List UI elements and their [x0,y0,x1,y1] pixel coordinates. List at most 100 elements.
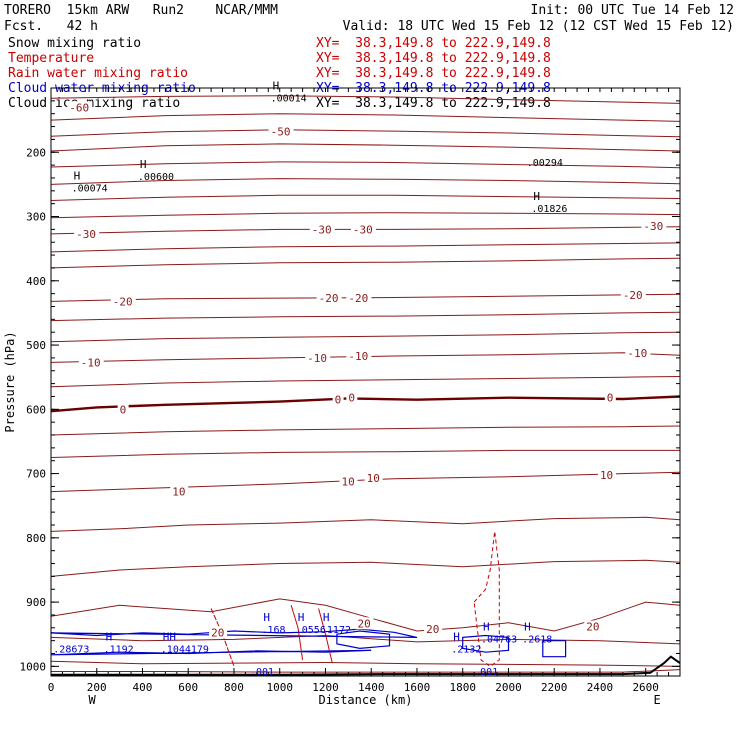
east-label: E [654,693,661,707]
isotherm-label: -10 [81,356,101,369]
isotherm-T-42 [50,178,681,185]
max-marker: H [483,621,490,634]
max-marker: H [453,630,460,643]
isotherm-T-54 [50,129,681,138]
x-tick-label: 1400 [358,681,385,694]
y-tick-label: 800 [26,532,46,545]
x-tick-label: 2600 [632,681,659,694]
isotherm-label-bg [110,295,136,308]
valid-time: Valid: 18 UTC Wed 15 Feb 12 (12 CST Wed … [342,19,734,34]
x-tick-label: 1600 [404,681,431,694]
x-tick-label: 1800 [449,681,476,694]
x-tick-label: 400 [133,681,153,694]
isotherm-label-bg [309,223,335,236]
isotherm-label-bg [346,391,358,404]
isotherm-label: -10 [348,350,368,363]
isotherm-T24 [50,634,681,645]
max-value-label: .28673 [53,644,89,655]
max-value-label: .01826 [531,204,567,215]
isotherm-label-bg [170,485,189,498]
max-value-label: .2618 [522,635,552,646]
cloud-water-contour [542,640,567,658]
isotherm-label-bg [355,617,374,630]
isotherm-label: -30 [312,223,332,236]
max-value-label: .2132 [451,644,481,655]
isotherm-label-bg [620,288,646,301]
legend-temp-name: Temperature [8,51,95,66]
max-value-label: .001 [250,667,274,678]
x-tick-label: 600 [178,681,198,694]
y-tick-label: 600 [26,403,46,416]
isotherm-label-bg [346,292,372,305]
y-tick-label: 300 [26,211,46,224]
isotherm-T-50 [50,143,681,152]
model-title: TORERO 15km ARW Run2 NCAR/MMM [4,3,278,18]
isotherm-label: 10 [600,469,613,482]
isotherm-label: 0 [348,392,355,405]
isotherm-T0 [50,395,681,413]
isotherm-label-bg [346,349,372,362]
isotherm-label: -20 [319,292,339,305]
cloud-water-contour [462,634,510,653]
isotherm-label: -30 [353,223,373,236]
isotherm-T6 [50,449,680,458]
max-value-label: .00600 [138,172,174,183]
max-marker: H [74,170,81,183]
init-time: Init: 00 UTC Tue 14 Feb 12 [530,3,735,18]
legend-cloudice-name: Cloud ice mixing ratio [8,96,181,111]
isotherm-T-58 [50,113,681,122]
legend-temp-xy: XY= 38.3,149.8 to 222.9,149.8 [316,51,551,66]
max-value-label: .1172 [321,625,351,636]
y-tick-label: 200 [26,146,46,159]
isotherm-T-16 [50,311,681,322]
x-tick-label: 1200 [312,681,339,694]
isotherm-label-bg [339,475,358,488]
isotherm-label: 0 [120,403,127,416]
legend-snow-name: Snow mixing ratio [8,36,142,51]
isotherm-T10 [50,471,681,493]
isotherm-label: 10 [172,486,185,499]
isotherm-label-bg [625,346,651,359]
isotherm-label-bg [305,351,331,364]
isotherm-label: 0 [607,392,614,405]
isotherm-T-46 [50,161,681,169]
isotherm-label: 20 [586,621,599,634]
max-marker: H [263,611,270,624]
isotherm-T4 [50,425,681,436]
max-value-label: .00074 [72,184,108,195]
isotherm-label-bg [584,620,603,633]
max-marker: H [106,630,113,643]
isotherm-label: -60 [69,101,89,114]
max-marker: H [140,158,147,171]
max-value-label: .1044179 [161,644,209,655]
isotherm-T-6 [50,376,681,388]
y-tick-label: 1000 [20,660,47,673]
plot-frame [50,87,681,677]
isotherm-label-bg [604,391,616,404]
isotherm-T-30 [50,226,681,235]
isotherm-label-bg [364,472,383,485]
max-value-label: .0556 [296,625,326,636]
max-marker: H [533,190,540,203]
isotherm-T26 [50,660,681,667]
isotherm-label: -20 [348,292,368,305]
x-tick-label: 800 [224,681,244,694]
y-tick-label: 900 [26,596,46,609]
isotherm-label: -30 [643,220,663,233]
rain-water-contour [290,605,304,660]
rain-water-contour [318,608,333,664]
isotherm-label-bg [117,403,129,416]
isotherm-label-bg [316,292,342,305]
max-value-label: .168 [261,625,285,636]
isotherm-label: 10 [367,472,380,485]
max-value-label: .04763 [481,635,517,646]
isotherm-label-bg [424,623,443,636]
legend-rain-xy: XY= 38.3,149.8 to 222.9,149.8 [316,66,551,81]
y-tick-label: 700 [26,468,46,481]
isotherm-T-60 [50,95,681,104]
isotherm-label-bg [74,227,100,240]
isotherm-label: 20 [211,626,224,639]
isotherm-label-bg [67,101,93,114]
isotherm-label: -30 [76,228,96,241]
